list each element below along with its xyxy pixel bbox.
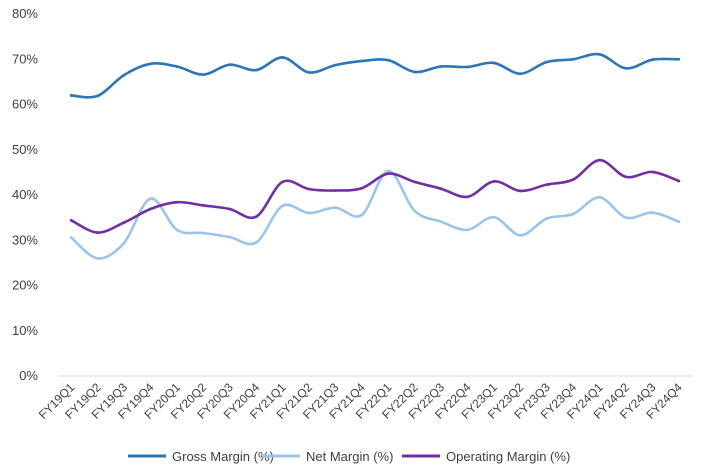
data-point (149, 207, 152, 211)
data-point (281, 180, 284, 184)
data-point (360, 186, 364, 190)
data-point (677, 57, 681, 61)
data-point (518, 189, 522, 193)
data-point (254, 215, 258, 219)
data-point (413, 70, 417, 74)
data-point (122, 73, 126, 77)
data-point (69, 94, 73, 97)
data-point (175, 200, 179, 204)
data-point (518, 233, 522, 237)
legend-label: Gross Margin (%) (172, 449, 274, 464)
data-point (333, 189, 337, 192)
data-point (281, 204, 284, 208)
data-point (439, 187, 443, 191)
data-point (175, 65, 179, 68)
data-point (333, 63, 337, 67)
data-point (254, 68, 258, 72)
y-tick-label: 70% (12, 51, 38, 66)
data-point (307, 211, 311, 215)
data-point (386, 169, 390, 173)
y-tick-label: 10% (12, 323, 38, 338)
data-point (624, 175, 628, 179)
y-axis-ticks: 0% 10% 20% 30% 40% 50% 60% 70% 80% (12, 6, 38, 383)
data-point (492, 61, 496, 65)
data-point (466, 228, 469, 232)
y-tick-label: 80% (12, 6, 38, 21)
data-point (518, 72, 522, 76)
data-point (149, 197, 152, 201)
data-point (69, 236, 73, 239)
data-point (307, 187, 311, 191)
data-point (413, 209, 417, 213)
data-point (650, 58, 654, 62)
y-tick-label: 20% (12, 278, 38, 293)
data-point (466, 195, 469, 199)
series-line-1 (69, 169, 681, 260)
data-point (439, 220, 443, 224)
data-point (281, 56, 284, 59)
data-point (360, 213, 364, 217)
y-tick-label: 40% (12, 187, 38, 202)
data-point (598, 195, 601, 199)
data-point (439, 65, 443, 68)
data-point (571, 57, 575, 61)
data-point (201, 231, 205, 235)
legend-label: Net Margin (%) (306, 449, 393, 464)
data-point (677, 220, 681, 224)
data-point (413, 180, 417, 184)
data-point (571, 178, 575, 182)
data-point (96, 94, 100, 98)
data-point (386, 58, 390, 62)
data-point (386, 172, 390, 176)
y-tick-label: 30% (12, 232, 38, 247)
series-line-2 (69, 158, 681, 234)
data-point (571, 212, 575, 216)
data-point (624, 66, 628, 70)
data-point (545, 217, 549, 220)
data-point (545, 60, 549, 64)
data-point (545, 183, 549, 186)
data-point (122, 221, 126, 225)
legend: Gross Margin (%) Net Margin (%) Operating … (128, 449, 570, 464)
data-point (201, 204, 205, 207)
data-point (96, 256, 100, 260)
data-point (598, 158, 601, 162)
data-point (466, 65, 469, 69)
series-line-0 (69, 52, 681, 99)
data-point (492, 215, 496, 219)
data-point (175, 228, 179, 232)
data-point (333, 206, 337, 210)
data-point (228, 235, 232, 239)
data-point (624, 216, 628, 220)
data-point (96, 231, 100, 234)
data-point (650, 211, 654, 215)
data-point (228, 207, 232, 211)
data-point (201, 73, 205, 77)
data-point (228, 63, 232, 67)
data-point (149, 62, 152, 66)
data-point (360, 59, 364, 63)
data-point (598, 52, 601, 56)
data-point (69, 218, 73, 222)
data-point (677, 179, 681, 183)
data-point (492, 180, 496, 183)
series-lines (69, 52, 681, 260)
x-axis-ticks: FY19Q1FY19Q2FY19Q3FY19Q4FY20Q1FY20Q2FY20… (36, 380, 685, 422)
y-tick-label: 50% (12, 142, 38, 157)
legend-label: Operating Margin (%) (446, 449, 570, 464)
data-point (122, 241, 126, 245)
data-point (254, 241, 258, 244)
data-point (650, 170, 654, 174)
y-tick-label: 0% (19, 368, 38, 383)
y-tick-label: 60% (12, 97, 38, 112)
data-point (307, 70, 311, 74)
